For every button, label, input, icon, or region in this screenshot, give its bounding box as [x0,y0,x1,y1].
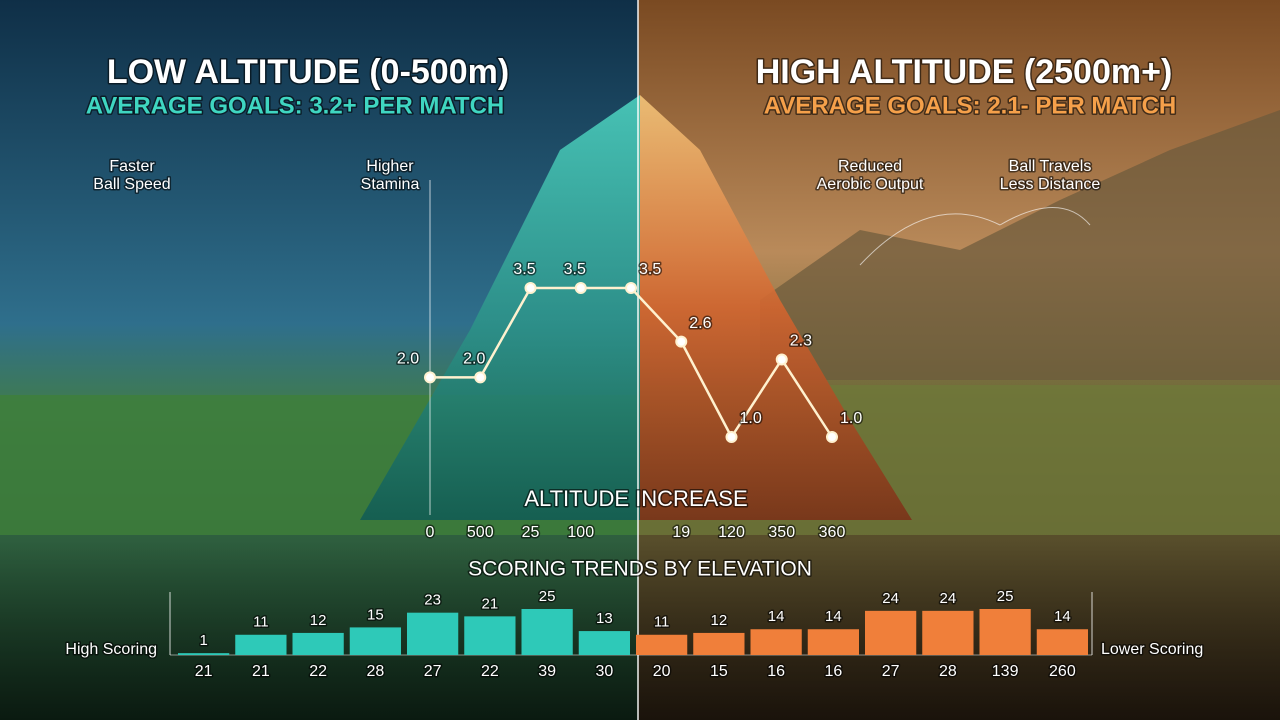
x-tick-label: 15 [710,663,728,680]
right-title: HIGH ALTITUDE (2500m+) [756,53,1173,91]
x-tick-label: 0 [426,524,435,541]
value-label: 14 [768,608,785,625]
bar [235,634,287,655]
annotation: Higher [366,158,414,175]
value-label: 2.0 [463,351,485,368]
x-tick-label: 16 [767,663,785,680]
mountain-right [640,95,912,520]
distant-hills [760,110,1280,380]
chart-title: SCORING TRENDS BY ELEVATION [468,558,812,581]
bar [178,653,230,655]
left-subtitle: AVERAGE GOALS: 3.2+ PER MATCH [86,92,505,119]
x-tick-label: 21 [195,663,213,680]
annotation-arc [999,207,1091,226]
value-label: 1.0 [840,410,862,427]
x-tick-label: 21 [252,663,270,680]
value-label: 13 [596,610,613,627]
value-label: 24 [940,590,957,607]
value-label: 2.3 [790,333,812,350]
bar [750,629,802,655]
x-tick-label: 22 [481,663,499,680]
annotation: Ball Travels [1009,158,1092,175]
data-point [424,371,436,384]
x-tick-label: 30 [595,663,613,680]
bar [979,609,1031,655]
value-label: 12 [310,612,327,629]
value-label: 15 [367,606,384,623]
annotation-arc [859,213,1001,266]
right-label: Lower Scoring [1101,641,1203,658]
annotation: Reduced [838,158,902,175]
bar [521,609,573,655]
bar [636,634,688,655]
x-tick-label: 27 [882,663,900,680]
bar [407,612,459,655]
x-tick-label: 20 [653,663,671,680]
x-tick-label: 260 [1049,663,1076,680]
x-axis-label: ALTITUDE INCREASE [524,486,747,511]
bar [865,610,917,655]
annotation: Ball Speed [93,176,170,193]
value-label: 25 [539,588,556,605]
right-subtitle: AVERAGE GOALS: 2.1- PER MATCH [764,92,1176,119]
bar [922,610,974,655]
annotation: Stamina [361,176,420,193]
value-label: 14 [825,608,842,625]
x-tick-label: 16 [824,663,842,680]
value-label: 2.0 [397,351,419,368]
value-label: 24 [882,590,899,607]
value-label: 11 [654,614,670,631]
x-tick-label: 27 [424,663,442,680]
value-label: 25 [997,588,1014,605]
value-label: 11 [253,614,269,631]
x-tick-label: 28 [366,663,384,680]
x-tick-label: 28 [939,663,957,680]
annotation: Faster [109,158,155,175]
data-point [625,282,637,294]
left-title: LOW ALTITUDE (0-500m) [107,53,509,91]
x-tick-label: 100 [567,524,594,541]
bar [578,631,630,655]
value-label: 1.0 [740,410,762,427]
x-tick-label: 350 [768,524,795,541]
x-tick-label: 22 [309,663,327,680]
data-point [775,353,788,366]
bar [464,616,516,655]
annotation: Less Distance [1000,176,1101,193]
annotation: Aerobic Output [817,176,924,193]
value-label: 3.5 [639,261,661,278]
x-tick-label: 500 [467,524,494,541]
data-point [474,371,487,384]
value-label: 3.5 [513,261,535,278]
value-label: 12 [711,612,728,629]
data-point [524,282,537,294]
x-tick-label: 360 [819,524,846,541]
x-tick-label: 120 [718,524,745,541]
bar [292,632,344,655]
x-tick-label: 139 [992,663,1019,680]
left-label: High Scoring [65,641,157,658]
value-label: 1 [199,632,207,649]
value-label: 3.5 [564,261,586,278]
x-tick-label: 39 [538,663,556,680]
bar [807,629,859,655]
value-label: 2.6 [689,315,711,332]
data-point [826,431,838,443]
bar [693,632,745,655]
value-label: 14 [1054,608,1071,625]
x-tick-label: 19 [672,524,690,541]
data-point [574,282,587,294]
bar [349,627,401,655]
data-point [675,335,688,348]
value-label: 21 [482,595,499,612]
data-point [725,431,738,443]
x-tick-label: 25 [522,524,540,541]
bar [1036,629,1088,655]
value-label: 23 [424,592,441,609]
